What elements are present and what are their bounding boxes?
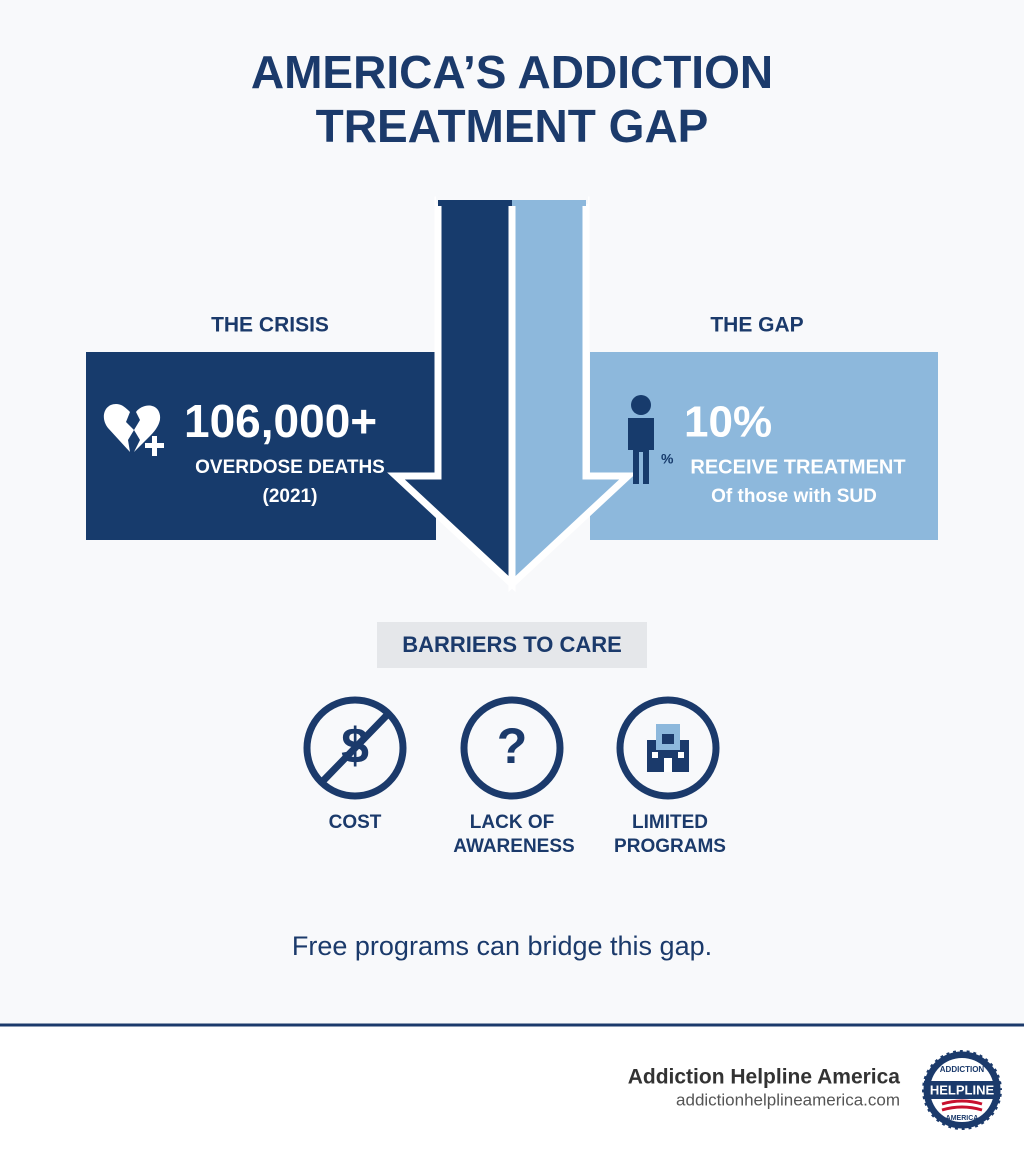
title: TREATMENT GAP — [316, 100, 709, 152]
barrier-label: LIMITED — [632, 812, 708, 833]
crisis-year: (2021) — [263, 486, 318, 507]
barriers-heading-box — [377, 622, 647, 668]
heart-icon — [103, 404, 164, 456]
barriers-heading: BARRIERS TO CARE — [402, 632, 622, 657]
logo-text: AMERICA — [946, 1115, 979, 1122]
tagline: Free programs can bridge this gap. — [292, 931, 712, 961]
awareness-glyph: ? — [497, 718, 528, 774]
barrier-label: PROGRAMS — [614, 836, 726, 857]
crisis-label: THE CRISIS — [211, 314, 329, 337]
gap-caption: RECEIVE TREATMENT — [690, 456, 905, 478]
gap-stat: 10% — [684, 398, 772, 447]
crisis-box — [86, 352, 436, 540]
org-url: addictionhelplineamerica.com — [676, 1090, 900, 1109]
barrier-label: COST — [329, 812, 382, 833]
barrier-circles — [303, 696, 720, 800]
title: AMERICA’S ADDICTION — [251, 46, 773, 98]
icon-text: % — [661, 451, 674, 467]
cost-glyph: $ — [341, 718, 369, 774]
building-icon — [647, 724, 689, 772]
arrow-top — [512, 200, 586, 206]
logo — [920, 1048, 1004, 1132]
footer — [0, 1024, 1024, 1154]
person-icon — [628, 395, 654, 484]
gap-sub: Of those with SUD — [711, 486, 877, 507]
logo-text: ADDICTION — [940, 1065, 985, 1074]
org-name: Addiction Helpline America — [628, 1066, 901, 1089]
barrier-label: AWARENESS — [453, 836, 574, 857]
gap-label: THE GAP — [710, 314, 803, 337]
crisis-stat: 106,000+ — [184, 395, 377, 447]
logo-text: HELPLINE — [930, 1082, 995, 1097]
arrow-top — [438, 200, 512, 206]
barrier-label: LACK OF — [470, 812, 554, 833]
crisis-caption: OVERDOSE DEATHS — [195, 457, 385, 478]
